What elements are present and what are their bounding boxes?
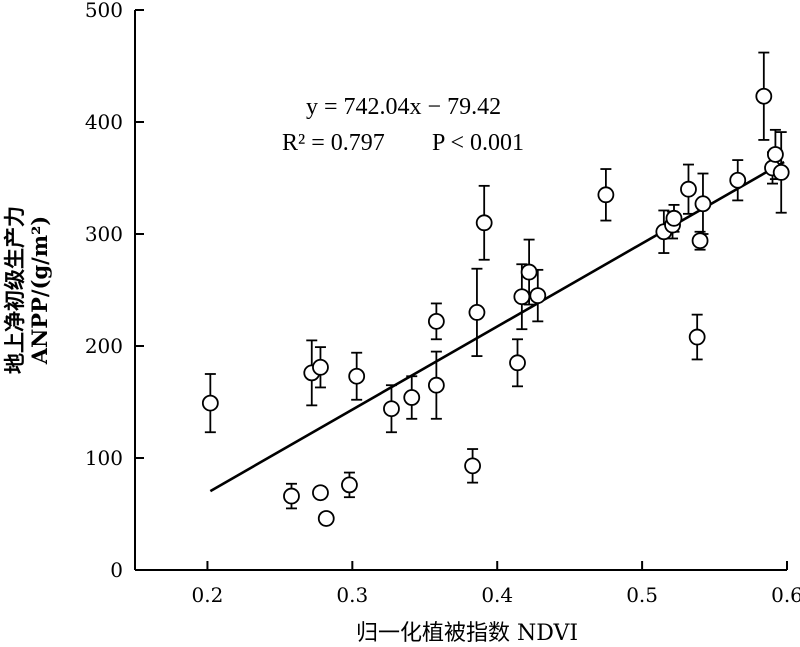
data-point xyxy=(729,171,747,189)
data-point xyxy=(468,303,486,321)
y-tick-label: 0 xyxy=(110,558,123,582)
data-point xyxy=(665,209,683,227)
data-point xyxy=(427,376,445,394)
data-point xyxy=(312,484,329,502)
data-point xyxy=(513,288,531,306)
data-point xyxy=(341,476,358,494)
data-point xyxy=(767,146,784,163)
data-point xyxy=(201,394,219,412)
x-tick-label: 0.3 xyxy=(336,583,368,607)
axis-ticks: 0 100 200 300 400 500 0.2 0.3 0.4 0.5 0.6 xyxy=(85,0,800,607)
data-point xyxy=(520,263,538,281)
data-point xyxy=(312,358,329,376)
data-point xyxy=(475,214,493,232)
data-point xyxy=(317,510,335,527)
error-bars xyxy=(204,51,787,525)
y-tick-label: 100 xyxy=(85,446,123,470)
equation-line: y = 742.04x − 79.42 xyxy=(306,94,501,120)
data-points xyxy=(201,87,790,527)
x-tick-label: 0.6 xyxy=(771,583,800,607)
y-tick-label: 500 xyxy=(85,0,123,22)
data-point xyxy=(383,400,400,418)
y-axis-label-line2: ANPP/(g/m²) xyxy=(27,216,52,365)
data-point xyxy=(755,87,773,105)
data-point xyxy=(464,457,481,475)
y-axis-label-line1: 地上净初级生产力 xyxy=(2,206,27,374)
r-squared-text: R² = 0.797 xyxy=(282,130,385,156)
x-tick-label: 0.2 xyxy=(192,583,224,607)
data-point xyxy=(403,389,421,406)
data-point xyxy=(694,195,712,213)
data-point xyxy=(509,354,526,372)
y-tick-label: 200 xyxy=(85,334,123,358)
x-tick-label: 0.4 xyxy=(481,583,513,607)
data-point xyxy=(529,287,547,305)
data-point xyxy=(427,312,445,330)
data-point xyxy=(680,180,697,198)
data-point xyxy=(597,186,615,204)
axes xyxy=(134,10,787,571)
trend-line xyxy=(209,160,785,493)
x-tick-label: 0.5 xyxy=(626,583,658,607)
data-point xyxy=(688,328,706,346)
x-axis-label: 归一化植被指数 NDVI xyxy=(356,621,578,646)
y-tick-label: 400 xyxy=(85,110,123,134)
p-value-text: P < 0.001 xyxy=(432,130,524,156)
data-point xyxy=(691,232,709,250)
data-point xyxy=(348,367,366,385)
data-point xyxy=(283,487,300,505)
y-tick-label: 300 xyxy=(85,222,123,246)
data-point xyxy=(772,163,790,181)
